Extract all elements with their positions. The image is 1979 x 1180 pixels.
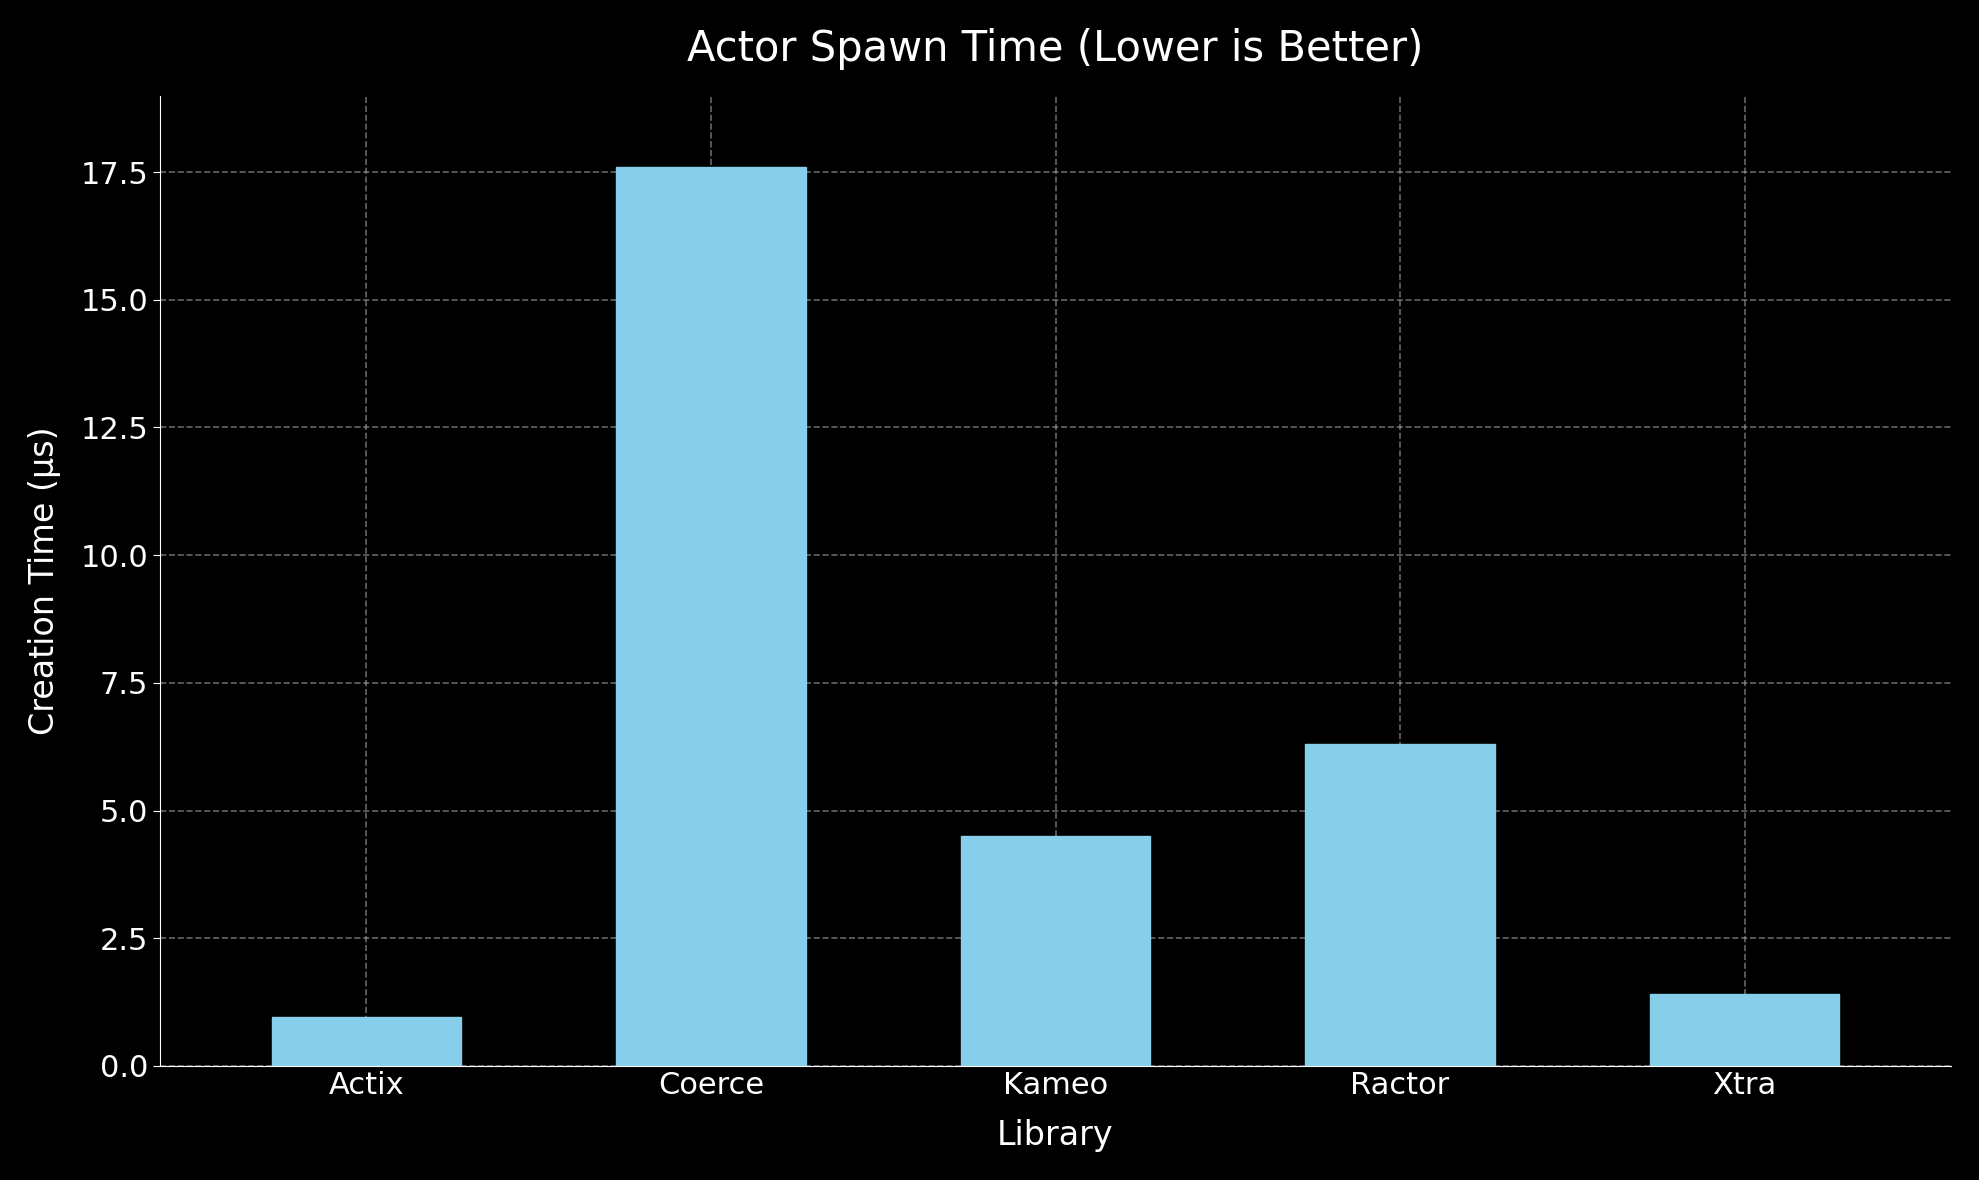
Bar bbox=[271, 1017, 461, 1066]
Y-axis label: Creation Time (µs): Creation Time (µs) bbox=[28, 426, 61, 735]
Title: Actor Spawn Time (Lower is Better): Actor Spawn Time (Lower is Better) bbox=[687, 28, 1423, 70]
Bar bbox=[1306, 745, 1494, 1066]
Bar bbox=[960, 837, 1150, 1066]
Bar bbox=[1650, 995, 1838, 1066]
X-axis label: Library: Library bbox=[997, 1119, 1114, 1152]
Bar bbox=[615, 168, 805, 1066]
